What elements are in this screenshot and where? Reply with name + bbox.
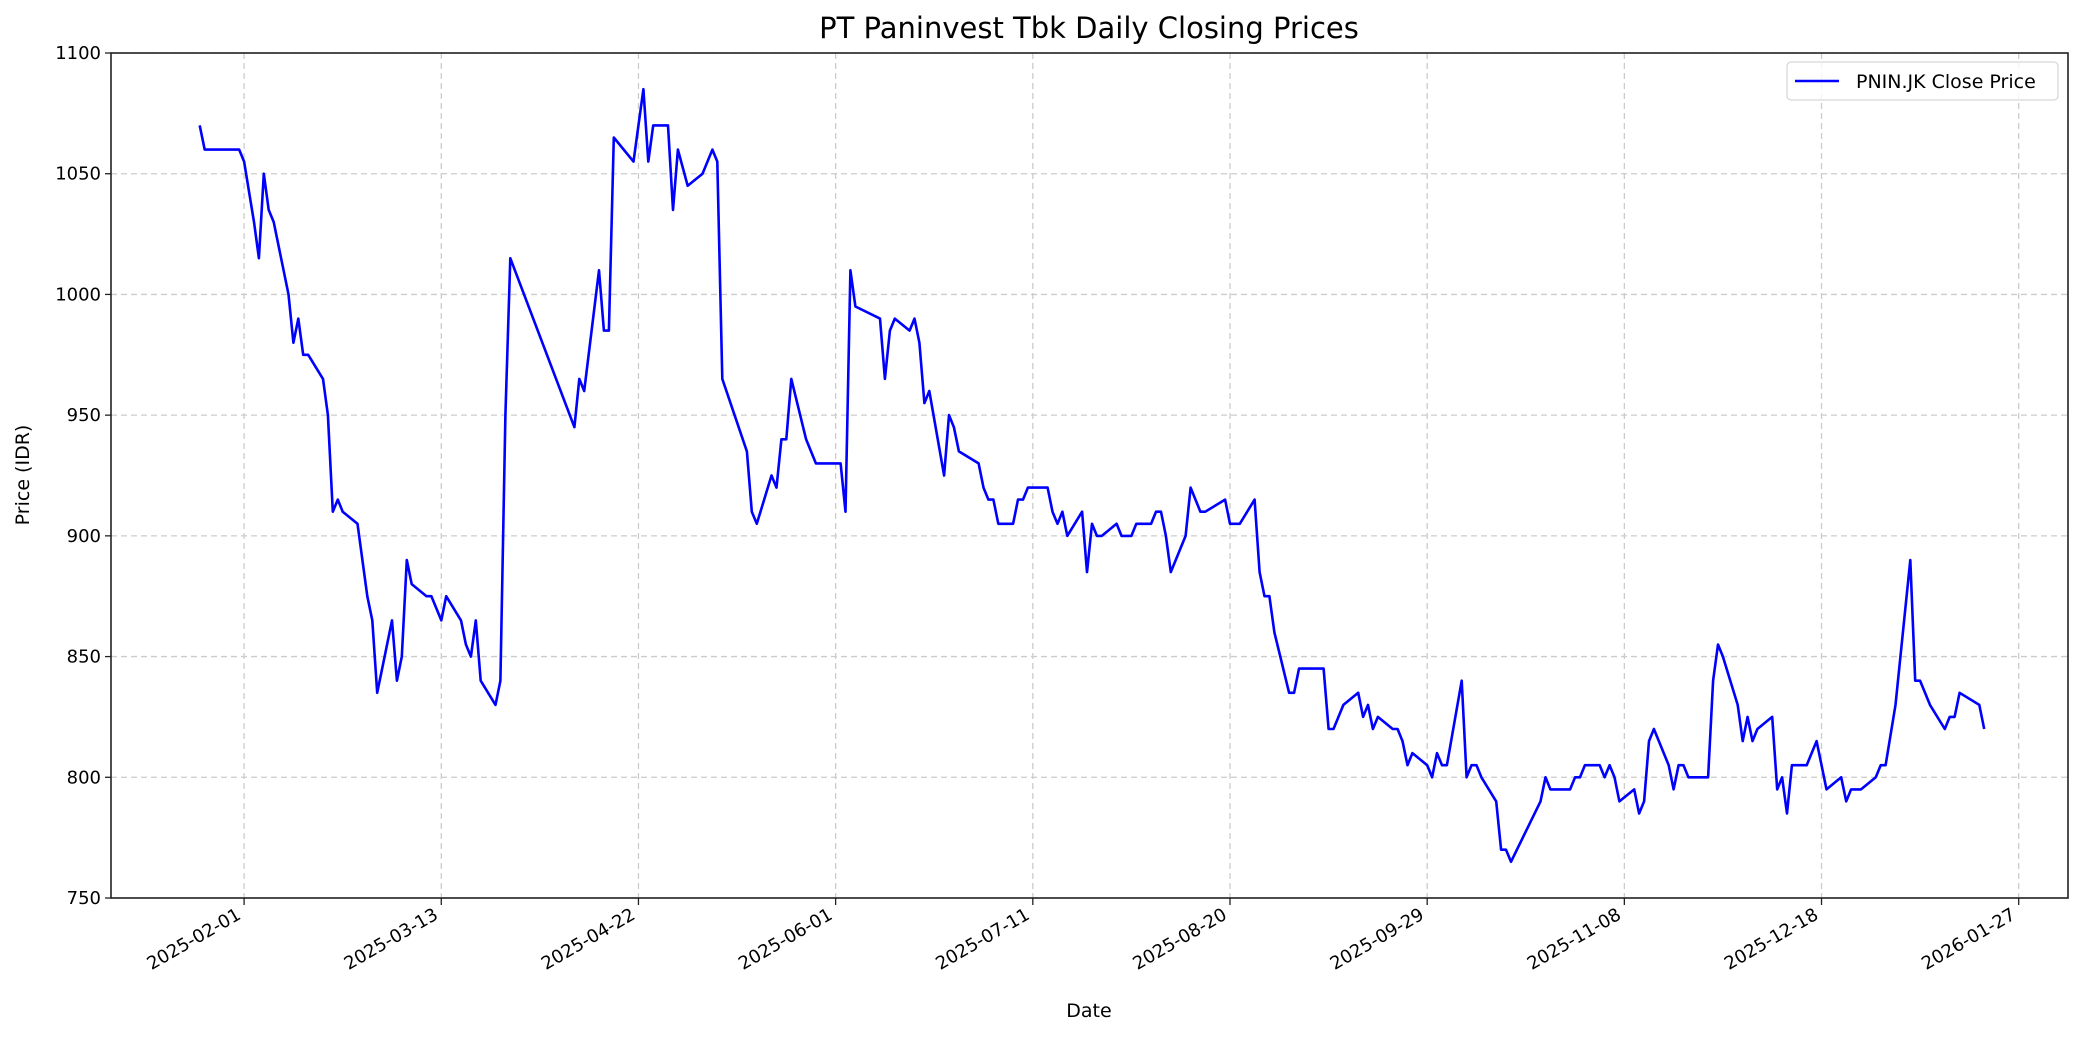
y-tick-label: 1000: [55, 284, 101, 305]
x-tick-label: 2025-09-29: [1327, 904, 1428, 974]
chart-title: PT Paninvest Tbk Daily Closing Prices: [819, 11, 1359, 45]
x-tick-label: 2025-08-20: [1129, 904, 1230, 974]
x-tick-label: 2025-12-18: [1721, 904, 1822, 974]
y-tick-label: 850: [67, 647, 101, 668]
x-axis-label: Date: [1066, 1000, 1111, 1022]
plot-frame: [110, 52, 2069, 899]
legend: PNIN.JK Close Price: [1786, 61, 2059, 101]
y-tick-label: 800: [67, 767, 101, 788]
y-tick-label: 1100: [55, 43, 101, 64]
x-tick-label: 2025-03-13: [341, 904, 442, 974]
y-tick-label: 900: [67, 526, 101, 547]
x-tick-label: 2026-01-27: [1918, 904, 2019, 974]
x-tick-label: 2025-07-11: [932, 904, 1033, 974]
x-tick-label: 2025-02-01: [144, 904, 245, 974]
y-tick-label: 950: [67, 405, 101, 426]
x-tick-label: 2025-04-22: [538, 904, 639, 974]
y-tick-label: 1050: [55, 164, 101, 185]
legend-label: PNIN.JK Close Price: [1856, 71, 2036, 93]
legend-box: [1786, 61, 2059, 101]
grid: [111, 52, 2068, 899]
y-axis-label: Price (IDR): [12, 425, 34, 526]
y-axis: 750 800 850 900 950 1000 1050 1100: [55, 43, 111, 909]
x-tick-label: 2025-11-08: [1524, 904, 1625, 974]
x-tick-label: 2025-06-01: [735, 904, 836, 974]
series-layer: [198, 87, 1986, 864]
x-axis: 2025-02-01 2025-03-13 2025-04-22 2025-06-01…: [144, 898, 2020, 975]
series-line-close-price: [198, 87, 1986, 864]
y-tick-label: 750: [67, 888, 101, 909]
